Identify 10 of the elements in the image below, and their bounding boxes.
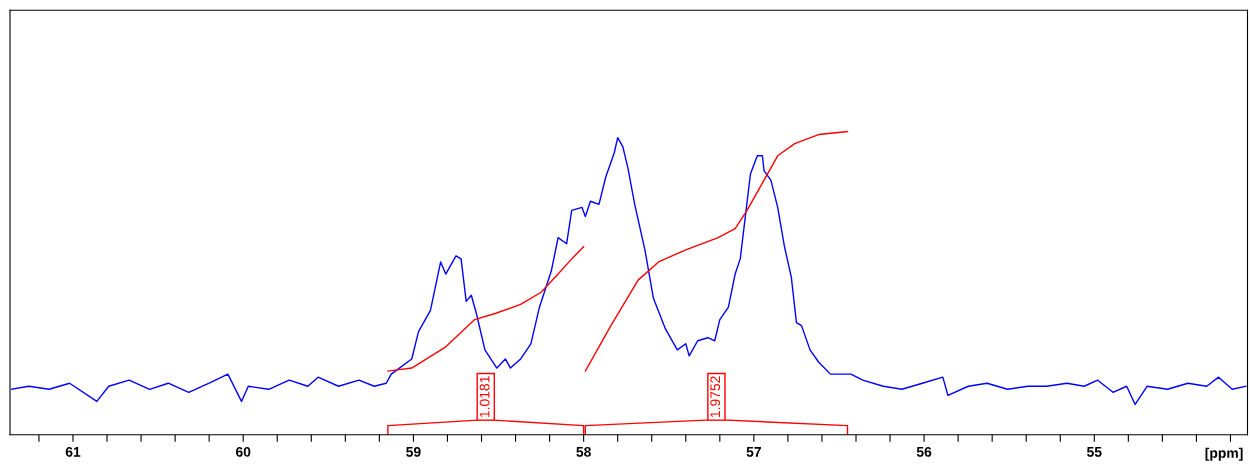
x-tick-label: 60 — [235, 446, 251, 457]
x-axis-title: [ppm] — [1205, 447, 1243, 461]
x-tick-label: 61 — [65, 446, 81, 457]
x-tick-label: 59 — [406, 446, 421, 457]
x-tick-label: 58 — [576, 446, 591, 457]
x-tick-label: 57 — [746, 447, 761, 457]
annotation: 1.0181 — [479, 376, 490, 418]
annotation: 1.9752 — [710, 376, 721, 418]
x-tick-label: 56 — [916, 446, 932, 457]
x-tick-label: 55 — [1087, 447, 1102, 457]
